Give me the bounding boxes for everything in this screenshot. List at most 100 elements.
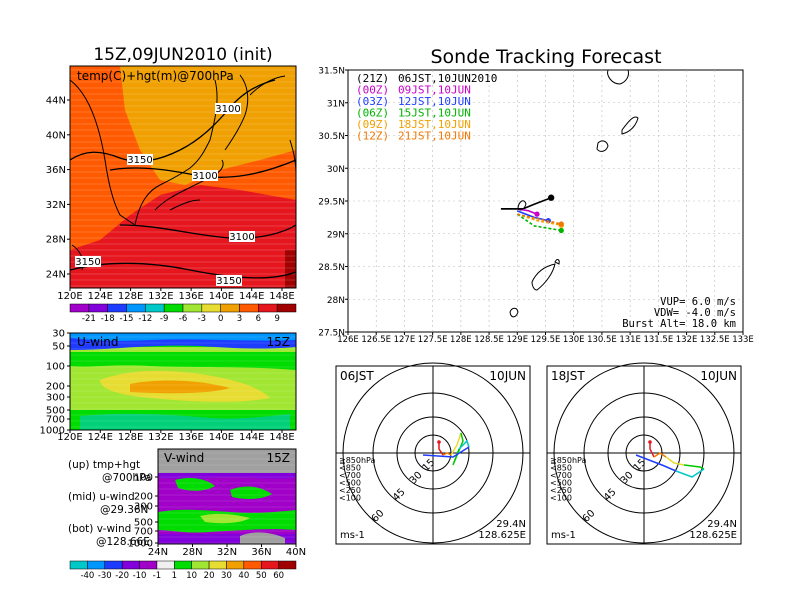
- legend-tag: (03Z): [356, 95, 389, 108]
- u-wind-field: [70, 333, 296, 430]
- map-title: 15Z,09JUN2010 (init): [93, 45, 272, 65]
- y-tick-label: 700: [46, 415, 65, 426]
- colorbar-label: 50: [256, 571, 267, 581]
- colorbar-swatch: [69, 560, 88, 570]
- hodograph-trace: [450, 432, 462, 456]
- colorbar-swatch: [182, 303, 203, 313]
- y-tick-label: 29N: [327, 230, 345, 240]
- x-tick-label: 130E: [563, 335, 585, 345]
- hodograph-trace: [653, 452, 667, 458]
- legend-tag: (12Z): [356, 130, 389, 143]
- hodograph-level-label: <700: [550, 471, 572, 480]
- map-x-axis: 120E 124E 128E 132E 136E 140E 144E 148E: [57, 288, 295, 302]
- note-bot: (bot) v-wind: [68, 523, 131, 535]
- colorbar-swatch: [126, 303, 146, 313]
- x-tick-label: 128.5E: [474, 335, 504, 345]
- track-line: [522, 196, 552, 210]
- x-tick-label: 136E: [178, 432, 203, 443]
- colorbar-label: -9: [160, 314, 168, 324]
- hodograph-level-label: <100: [550, 494, 572, 503]
- x-tick-label: 131E: [619, 335, 641, 345]
- hodograph-trace: [683, 464, 705, 470]
- x-tick-label: 148E: [269, 291, 294, 302]
- y-tick-label: 30.5N: [318, 132, 345, 142]
- hodograph-trace: [458, 439, 470, 450]
- track-series: [500, 194, 564, 234]
- colorbar-label: -1: [153, 571, 161, 581]
- x-tick-label: 32N: [217, 547, 237, 558]
- colorbar-swatch: [107, 303, 127, 313]
- note-up-2: @700hPa: [102, 472, 152, 484]
- legend-time: 06JST,10JUN2010: [398, 72, 497, 85]
- hodograph-unit: ms-1: [340, 530, 365, 541]
- colorbar-swatch: [201, 303, 221, 313]
- x-tick-label: 24N: [148, 547, 168, 558]
- x-tick-label: 129.5E: [531, 335, 561, 345]
- vup-text: VUP= 6.0 m/s: [660, 296, 736, 308]
- colorbar-swatch: [104, 560, 123, 570]
- hodograph-level-label: <250: [550, 486, 572, 495]
- contour-label: 3150: [75, 257, 100, 268]
- coastlines: [70, 74, 296, 271]
- hodograph-level-label: <500: [550, 479, 572, 488]
- v-wind-x-axis: 24N 28N 32N 36N 40N: [148, 544, 306, 558]
- x-tick-label: 120E: [57, 291, 82, 302]
- contour-label: 3100: [192, 171, 217, 182]
- track-info: VUP= 6.0 m/s VDW= -4.0 m/s Burst Alt= 18…: [622, 296, 736, 330]
- y-tick-label: 40N: [46, 130, 66, 141]
- colorbar-swatch: [139, 560, 158, 570]
- y-tick-label: 1000: [128, 539, 153, 550]
- hodograph-trace: [649, 442, 655, 458]
- y-tick-label: 700: [134, 527, 153, 538]
- x-tick-label: 28N: [182, 547, 202, 558]
- colorbar-swatch: [156, 560, 175, 570]
- y-tick-label: 200: [46, 382, 65, 393]
- track-line: [517, 213, 562, 225]
- temperature-colorbar: -21 -18 -15 -12 -9 -6 -3 0 3 6 9: [69, 303, 297, 324]
- hodograph-level-label: <850: [339, 464, 361, 473]
- colorbar-swatch: [191, 560, 210, 570]
- colorbar-label: -40: [80, 571, 94, 581]
- colorbar-swatch: [276, 303, 297, 313]
- y-tick-label: 31N: [327, 99, 345, 109]
- y-tick-label: 36N: [46, 165, 66, 176]
- x-tick-label: 128E: [450, 335, 472, 345]
- colorbar-swatch: [226, 560, 245, 570]
- hodograph-trace: [442, 452, 452, 456]
- hodograph-lat: 29.4N: [707, 519, 737, 530]
- x-tick-label: 128E: [118, 291, 143, 302]
- y-tick-label: 29.5N: [318, 198, 345, 208]
- hodograph-label-left: 06JST: [340, 369, 374, 383]
- x-tick-label: 127.5E: [418, 335, 448, 345]
- x-tick-label: 140E: [209, 432, 234, 443]
- track-grid: [348, 70, 743, 332]
- hodograph-lat: 29.4N: [496, 519, 526, 530]
- contour-label: 3100: [229, 232, 254, 243]
- x-tick-label: 144E: [239, 291, 264, 302]
- x-tick-label: 132E: [148, 432, 173, 443]
- track-endpoint: [547, 194, 555, 201]
- track-endpoint: [558, 221, 564, 227]
- hodograph-label-right: 10JUN: [700, 369, 737, 383]
- colorbar-swatch: [145, 303, 165, 313]
- hodograph-trace: [665, 456, 685, 466]
- colorbar-label: 1: [172, 571, 177, 581]
- colorbar-swatch: [121, 560, 140, 570]
- note-up: (up) tmp+hgt: [68, 459, 140, 471]
- track-title: Sonde Tracking Forecast: [430, 46, 661, 68]
- colorbar-swatch: [88, 303, 108, 313]
- colorbar-label: 40: [238, 571, 249, 581]
- hodograph-level-label: ≧850hPa: [550, 456, 587, 465]
- y-tick-label: 28N: [46, 235, 66, 246]
- hodograph-unit: ms-1: [551, 530, 576, 541]
- colorbar-label: 0: [218, 314, 223, 324]
- x-tick-label: 126.5E: [361, 335, 391, 345]
- track-legend: (21Z) 06JST,10JUN2010 (00Z) 09JST,10JUN (03Z…: [356, 72, 497, 143]
- colorbar-label: 60: [273, 571, 284, 581]
- x-tick-label: 36N: [251, 547, 271, 558]
- y-tick-label: 200: [134, 492, 153, 503]
- y-tick-label: 300: [46, 393, 65, 404]
- legend-tag: (21Z): [356, 72, 389, 85]
